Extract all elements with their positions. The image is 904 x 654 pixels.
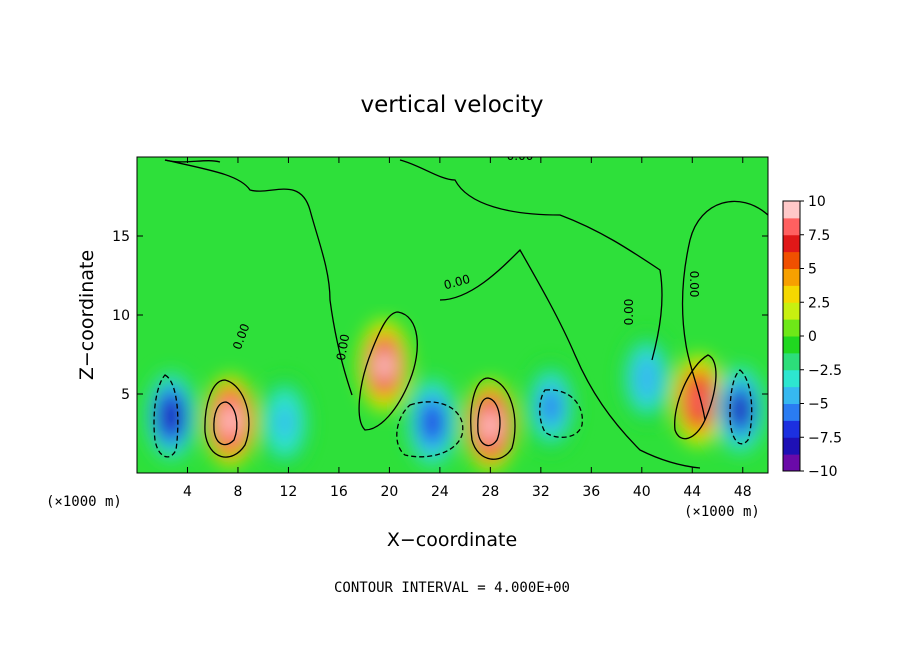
- contour-label: 0.00: [622, 299, 636, 326]
- colorbar-segment: [783, 217, 800, 236]
- colorbar-tick-label: 10: [808, 194, 826, 210]
- colorbar-tick-label: −7.5: [808, 430, 842, 446]
- y-axis-title: Z−coordinate: [76, 250, 98, 380]
- colorbar-segment: [783, 251, 800, 269]
- x-unit-left: (×1000 m): [46, 494, 122, 510]
- negative-contour-2: [396, 401, 464, 458]
- x-tick-label: 8: [233, 484, 242, 500]
- velocity-blob-10-level-5: [731, 393, 750, 426]
- x-tick-label: 32: [532, 484, 550, 500]
- x-tick-label: 16: [330, 484, 348, 500]
- colorbar-segment: [783, 454, 800, 472]
- colorbar-segment: [783, 302, 800, 320]
- x-unit-right: (×1000 m): [684, 504, 760, 520]
- positive-contour-1: [204, 379, 250, 458]
- negative-contour-4: [539, 389, 583, 438]
- y-tick-label: 10: [112, 308, 130, 324]
- colorbar-segment: [783, 319, 800, 337]
- negative-contour-1: [153, 374, 179, 458]
- x-tick-label: 40: [633, 484, 651, 500]
- x-tick-label: 12: [280, 484, 298, 500]
- velocity-blob-7-level-5: [541, 390, 561, 423]
- x-tick-label: 44: [683, 484, 701, 500]
- contour-label: 0.00: [507, 149, 534, 163]
- velocity-blob-6-level-5: [481, 409, 500, 442]
- colorbar-segment: [783, 352, 800, 371]
- x-tick-label: 48: [734, 484, 752, 500]
- colorbar-tick-label: −5: [808, 397, 829, 413]
- colorbar-tick-label: 5: [808, 262, 817, 278]
- x-tick-label: 28: [481, 484, 499, 500]
- velocity-blob-4-level-5: [375, 349, 394, 382]
- colorbar-segment: [783, 285, 800, 303]
- x-tick-label: 4: [183, 484, 192, 500]
- zero-contour-center: [439, 248, 701, 469]
- colorbar-segment: [783, 403, 800, 421]
- colorbar-segment: [783, 437, 800, 455]
- colorbar-segment: [783, 420, 800, 438]
- y-axis-ticks: 5 10 15: [112, 229, 768, 403]
- colorbar-segment: [783, 386, 800, 404]
- colorbar-tick-label: 2.5: [808, 295, 830, 311]
- velocity-blob-1-level-5: [161, 400, 181, 433]
- x-tick-label: 24: [431, 484, 449, 500]
- positive-contour-6: [674, 354, 717, 440]
- x-axis-title: X−coordinate: [387, 529, 517, 551]
- colorbar-segment: [783, 201, 800, 219]
- colorbar-tick-label: 0: [808, 329, 817, 345]
- colorbar-tick-label: 7.5: [808, 228, 830, 244]
- x-tick-label: 20: [380, 484, 398, 500]
- chart-title: vertical velocity: [361, 92, 544, 118]
- positive-contour-3: [358, 311, 418, 431]
- colorbar-segment: [783, 369, 800, 388]
- positive-contour-2: [213, 401, 238, 446]
- colorbar-segment: [783, 234, 800, 253]
- zero-contour-right: [681, 200, 768, 421]
- positive-contour-4: [470, 377, 516, 460]
- y-tick-label: 15: [112, 229, 130, 245]
- colorbar-tick-label: −2.5: [808, 363, 842, 379]
- x-axis-ticks: 4 8 12 16 20 24 28 32 36 40 44 48: [183, 157, 752, 500]
- colorbar: 10 7.5 5 2.5 0 −2.5 −5 −7.5 −10: [782, 194, 842, 480]
- velocity-blob-8-level-5: [637, 362, 657, 395]
- colorbar-segment: [783, 268, 800, 286]
- colorbar-segment: [783, 336, 800, 354]
- zero-contour-left-plume: [164, 159, 353, 396]
- contour-interval-note: CONTOUR INTERVAL = 4.000E+00: [334, 580, 570, 596]
- contour-label: 0.00: [334, 333, 352, 362]
- contour-label: 0.00: [442, 272, 471, 292]
- contour-label: 0.00: [687, 271, 701, 298]
- zero-contour-mid: [399, 159, 663, 361]
- velocity-blob-5-level-5: [423, 406, 442, 439]
- velocity-blob-9-level-5: [689, 384, 708, 417]
- velocity-blob-3-level-5: [275, 406, 294, 439]
- colorbar-tick-label: −10: [808, 464, 838, 480]
- velocity-field: 0.000.000.000.000.000.00: [137, 149, 768, 473]
- y-tick-label: 5: [121, 387, 130, 403]
- x-tick-label: 36: [582, 484, 600, 500]
- positive-contour-5: [477, 397, 501, 447]
